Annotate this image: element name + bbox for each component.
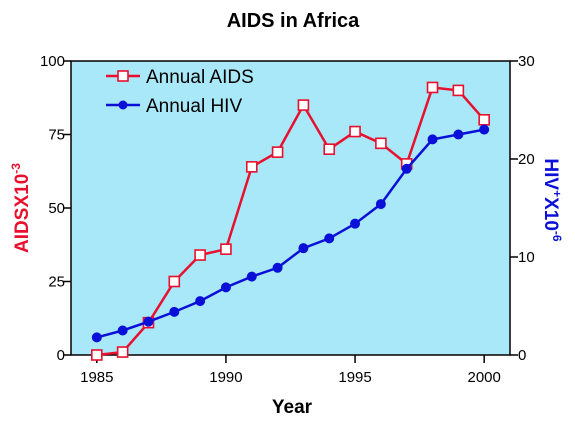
left-y-tick-label: 50 <box>48 200 65 217</box>
right-y-tick-label: 30 <box>518 53 535 70</box>
left-y-tick-label: 0 <box>57 347 65 364</box>
x-axis-label: Year <box>272 397 313 418</box>
data-point-annual-hiv <box>272 262 283 273</box>
right-y-axis-label-base: HIV <box>540 158 561 190</box>
left-y-axis-label-base: AIDSX10 <box>12 174 33 253</box>
data-point-annual-aids <box>426 81 439 94</box>
data-point-annual-hiv <box>195 296 206 307</box>
series-line-annual-hiv <box>96 128 485 339</box>
data-point-annual-aids <box>91 349 103 361</box>
data-point-annual-hiv <box>298 243 309 254</box>
x-tick-label: 1985 <box>80 369 113 386</box>
plot-background <box>71 61 510 355</box>
data-point-annual-hiv <box>324 233 335 244</box>
series-line-annual-aids <box>96 86 486 357</box>
data-point-annual-aids <box>478 114 490 126</box>
x-tick-label: 1995 <box>338 369 371 386</box>
right-y-axis-label: HIV+X10-6 <box>540 158 564 242</box>
data-point-annual-hiv <box>117 325 128 336</box>
legend-label: Annual AIDS <box>146 67 254 88</box>
left-y-tick-label: 25 <box>48 274 65 291</box>
data-point-annual-aids <box>323 143 336 155</box>
data-point-annual-hiv <box>169 306 180 317</box>
legend-label: Annual HIV <box>146 96 242 117</box>
plot-area: 1985 1990 1995 2000 0 25 50 75 100 0 10 20 30 Annual … <box>40 53 535 386</box>
data-point-annual-hiv <box>375 199 386 210</box>
data-point-annual-aids <box>297 99 310 111</box>
x-tick-label: 1990 <box>209 369 242 386</box>
data-point-annual-hiv <box>91 332 102 343</box>
data-point-annual-aids <box>194 249 206 261</box>
data-point-annual-hiv <box>220 282 231 293</box>
right-y-axis-label-exponent: -6 <box>550 231 564 242</box>
data-point-annual-aids <box>168 275 181 288</box>
series-annual-hiv <box>91 124 490 343</box>
right-y-axis-label-mid: X10 <box>540 197 561 231</box>
right-y-tick-label: 0 <box>518 347 526 364</box>
right-y-tick-label: 20 <box>518 151 535 168</box>
data-point-annual-aids <box>116 346 129 358</box>
left-y-axis-label-exponent: -3 <box>9 163 23 174</box>
data-point-annual-aids <box>375 137 387 150</box>
data-point-annual-hiv <box>453 129 464 140</box>
data-point-annual-aids <box>245 161 258 173</box>
data-point-annual-aids <box>349 125 361 138</box>
data-point-annual-aids <box>220 243 232 255</box>
left-y-tick-label: 75 <box>48 127 65 144</box>
x-tick-label: 2000 <box>467 369 500 386</box>
data-point-annual-hiv <box>401 163 412 174</box>
chart-title: AIDS in Africa <box>227 10 360 32</box>
legend: Annual AIDS Annual HIV <box>106 67 254 117</box>
data-point-annual-aids <box>452 84 465 97</box>
right-y-tick-label: 10 <box>518 249 535 266</box>
data-point-annual-hiv <box>246 271 257 282</box>
data-point-annual-hiv <box>350 218 361 229</box>
legend-marker <box>117 70 129 82</box>
legend-marker <box>118 100 128 110</box>
right-y-axis-label-sup: + <box>550 190 564 197</box>
data-point-annual-hiv <box>427 134 438 145</box>
data-point-annual-hiv <box>479 124 490 135</box>
left-y-tick-label: 100 <box>40 53 65 70</box>
left-y-axis-label: AIDSX10-3 <box>9 163 33 253</box>
data-point-annual-aids <box>271 146 284 158</box>
data-point-annual-hiv <box>143 316 154 327</box>
